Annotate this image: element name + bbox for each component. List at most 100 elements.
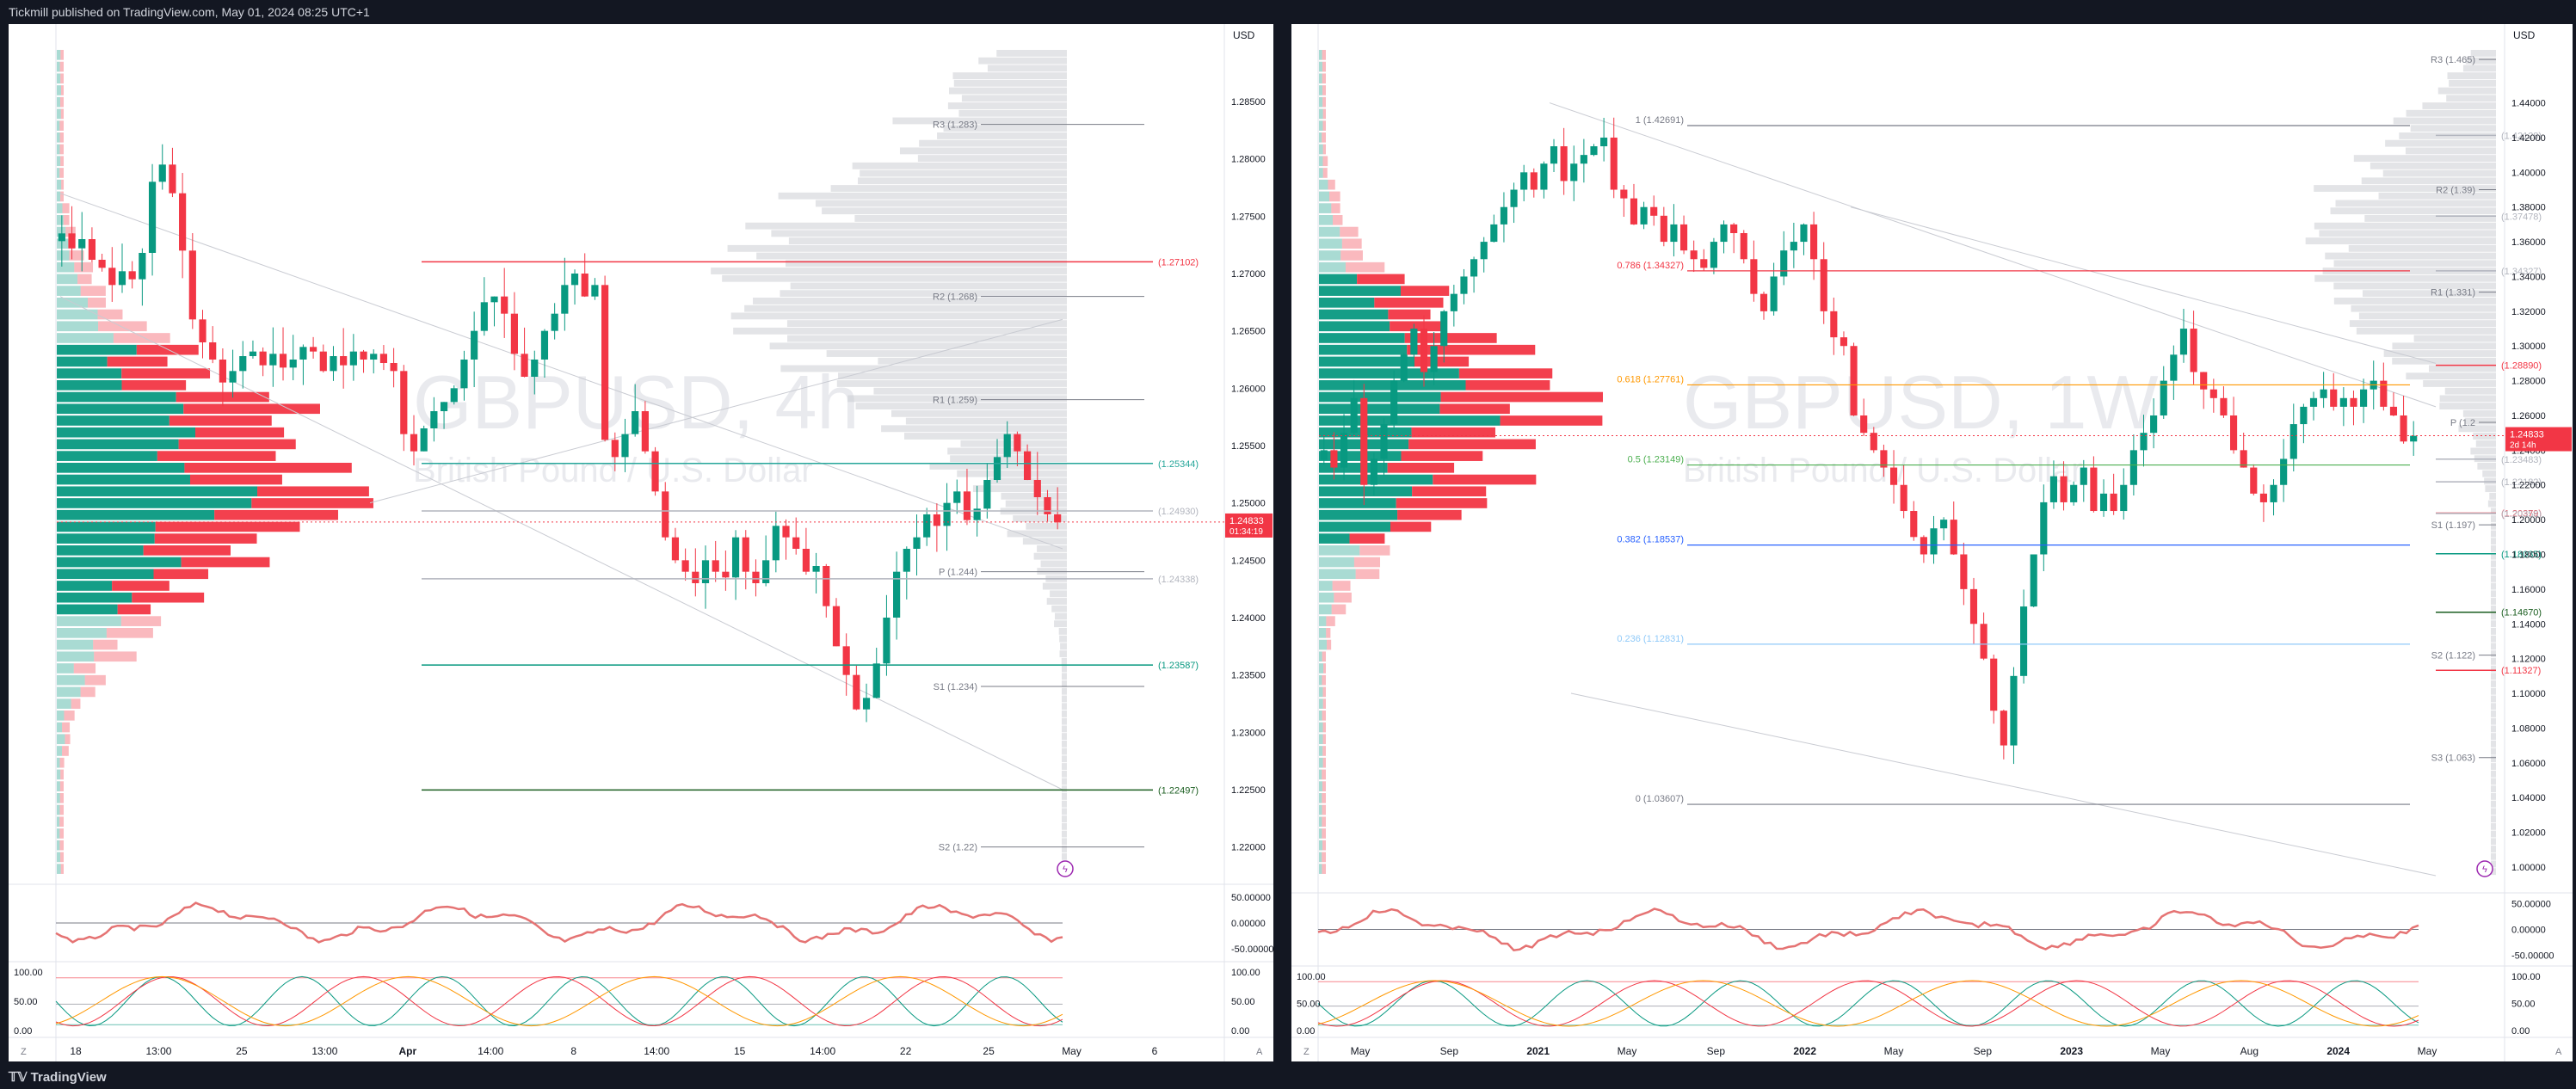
volume-profile-bar-up: [57, 250, 70, 261]
session-volume-bar: [1062, 711, 1067, 717]
level-label: (1.20379): [2501, 508, 2542, 519]
volume-profile-bar-up: [1319, 746, 1323, 756]
volume-profile-bar-down: [1322, 781, 1326, 791]
volume-profile-bar-up: [57, 828, 60, 839]
volume-profile-bar-up: [57, 427, 195, 438]
volume-profile-bar-up: [57, 581, 113, 591]
candle-body: [2030, 554, 2037, 607]
volume-profile-bar-down: [65, 734, 71, 745]
session-volume-bar: [1062, 740, 1067, 748]
chart-panel-1w[interactable]: USD GBPUSD, 1W British Pound / U.S. Dollar…: [1291, 24, 2573, 1061]
session-volume-bar: [2444, 387, 2496, 395]
volume-profile-bar-up: [1319, 415, 1501, 426]
candle-body: [1340, 433, 1348, 468]
volume-profile-bar-down: [1345, 261, 1385, 273]
session-volume-bar: [2491, 582, 2496, 590]
session-volume-bar: [2392, 342, 2496, 350]
candle-body: [2129, 450, 2137, 485]
session-volume-bar: [2439, 395, 2496, 403]
volume-profile-bar-up: [57, 521, 156, 532]
candle-body: [1690, 250, 1698, 260]
volume-profile-bar-up: [1319, 179, 1328, 190]
session-volume-bar: [2489, 492, 2496, 500]
session-volume-bar: [2491, 657, 2496, 665]
volume-profile-bar-down: [117, 604, 151, 615]
price-tick: 1.38000: [2511, 203, 2546, 213]
oscillator-tick: 50.00000: [2511, 900, 2551, 910]
candle-body: [1660, 215, 1667, 243]
volume-profile-bar-down: [112, 581, 169, 591]
candle-body: [1320, 450, 1328, 460]
session-volume-bar: [1062, 793, 1067, 800]
top-bar: Tickmill published on TradingView.com, M…: [0, 0, 2576, 24]
session-volume-bar: [1062, 755, 1067, 763]
price-tick: 1.08000: [2511, 723, 2546, 734]
last-price-tag: [1225, 513, 1273, 538]
volume-profile-bar-down: [59, 757, 65, 768]
candle-body: [953, 491, 961, 503]
tradingview-logo[interactable]: 𝕋𝕍 TradingView: [9, 1069, 107, 1085]
candle-body: [1730, 224, 1738, 233]
session-volume-bar: [2491, 778, 2496, 785]
session-volume-bar: [2437, 87, 2496, 95]
candle-body: [98, 260, 106, 268]
candle-body: [1023, 451, 1032, 480]
volume-profile-bar-down: [65, 226, 76, 237]
session-volume-bar: [2491, 545, 2496, 552]
volume-profile-bar-down: [59, 828, 64, 839]
stoch-tick-left: 0.00: [14, 1026, 32, 1037]
chart-panel-4h[interactable]: USD GBPUSD, 4h British Pound / U.S. Dollar…: [9, 24, 1274, 1061]
session-volume-bar: [2491, 665, 2496, 673]
volume-profile-bar-down: [1355, 569, 1380, 580]
volume-profile-bar-down: [60, 108, 64, 120]
session-volume-bar: [2491, 568, 2496, 575]
candle-body: [158, 164, 166, 182]
session-volume-bar: [2429, 365, 2496, 372]
volume-profile-bar-down: [1322, 734, 1326, 745]
session-volume-bar: [1054, 620, 1067, 628]
stoch-tick-left: 100.00: [1297, 972, 1326, 982]
stoch-line: [55, 975, 1063, 1027]
candle-body: [712, 560, 719, 572]
session-volume-bar: [1062, 733, 1067, 741]
volume-profile-bar-up: [57, 509, 215, 520]
session-volume-bar: [873, 387, 1067, 395]
candle-body: [1650, 206, 1658, 216]
session-volume-bar: [2314, 222, 2496, 230]
candle-body: [68, 233, 76, 249]
pivot-label: R2 (1.268): [933, 292, 977, 303]
volume-profile-bar-up: [1319, 651, 1322, 662]
candle-body: [973, 508, 981, 520]
session-volume-bar: [2447, 72, 2496, 80]
session-volume-bar: [961, 95, 1067, 102]
volume-profile-bar-up: [57, 474, 190, 485]
volume-profile-bar-up: [57, 226, 66, 237]
volume-profile-bar-down: [73, 663, 96, 674]
volume-profile-bar-up: [57, 108, 61, 120]
price-tick: 1.24000: [1231, 613, 1266, 624]
volume-profile-bar-up: [1319, 604, 1332, 615]
volume-profile-bar-up: [57, 120, 60, 131]
session-volume-bar: [2353, 155, 2496, 163]
session-volume-bar: [1062, 763, 1067, 770]
volume-profile-bar-up: [57, 415, 169, 426]
oscillator-line: [55, 901, 1063, 944]
candle-body: [2150, 415, 2158, 434]
volume-profile-bar-down: [155, 521, 300, 532]
volume-profile-bar-up: [1319, 852, 1322, 863]
session-volume-bar: [2314, 274, 2496, 282]
price-tick: 1.00000: [2511, 863, 2546, 873]
time-tick: 22: [900, 1045, 912, 1057]
candle-body: [1679, 224, 1688, 251]
volume-profile-bar-up: [1319, 816, 1322, 828]
volume-profile-bar-down: [64, 711, 75, 721]
volume-profile-bar-down: [1322, 73, 1326, 84]
session-volume-bar: [2462, 65, 2496, 72]
candle-body: [480, 302, 488, 331]
session-volume-bar: [2491, 800, 2496, 808]
volume-profile-bar-down: [97, 309, 123, 320]
session-volume-bar: [2491, 522, 2496, 530]
session-volume-bar: [950, 455, 1067, 463]
